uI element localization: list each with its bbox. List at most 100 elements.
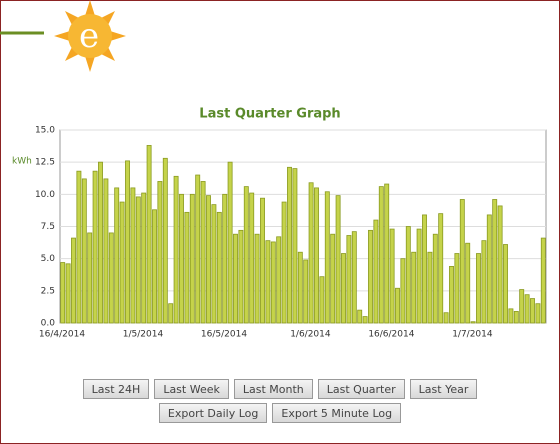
bar (130, 187, 136, 324)
bar (146, 145, 152, 324)
bar (87, 232, 93, 324)
bar (222, 193, 228, 324)
bar (184, 211, 190, 324)
bar (119, 201, 125, 324)
y-tick-label: 5.0 (41, 254, 56, 264)
bar (292, 168, 298, 324)
bar (368, 229, 373, 324)
bar (189, 193, 195, 324)
y-tick-label: 2.5 (41, 286, 55, 296)
bar (227, 161, 233, 324)
bar (395, 287, 400, 324)
bar (405, 226, 411, 324)
bar (362, 316, 368, 324)
bar (287, 166, 292, 324)
bar (324, 191, 330, 324)
button[interactable]: Export 5 Minute Log (272, 403, 402, 423)
button[interactable]: Last Week (154, 379, 229, 399)
bar (265, 240, 271, 324)
bar (454, 253, 460, 324)
x-tick-label: 1/5/2014 (123, 330, 164, 340)
bar (81, 178, 87, 324)
bar (249, 192, 255, 324)
bar (98, 161, 103, 324)
bar (200, 181, 206, 324)
x-tick-label: 1/7/2014 (452, 330, 493, 340)
range-buttons: Last 24H Last Week Last Month Last Quarter L… (0, 379, 560, 399)
bar (141, 192, 147, 324)
bar (378, 186, 384, 324)
x-tick-label: 16/4/2014 (39, 330, 85, 340)
bar (427, 251, 433, 324)
bar (335, 195, 341, 324)
bar (157, 181, 163, 324)
bar (233, 233, 238, 324)
bar (152, 209, 157, 324)
button[interactable]: Last Year (409, 379, 478, 399)
bar (524, 294, 530, 324)
button[interactable]: Last 24H (82, 379, 150, 399)
bar (108, 232, 114, 324)
bar (535, 303, 541, 324)
bar (459, 199, 465, 324)
button[interactable]: Export Daily Log (158, 403, 268, 423)
bar (114, 187, 120, 324)
bar (330, 233, 336, 324)
bar (76, 170, 82, 324)
bar (276, 236, 282, 324)
bar (503, 244, 508, 324)
bar (449, 265, 454, 324)
bar (103, 178, 109, 324)
bar (71, 237, 76, 324)
bar (125, 160, 130, 324)
bar (465, 242, 471, 324)
bar (384, 183, 390, 324)
bar (519, 289, 525, 324)
svg-text:e: e (79, 16, 99, 56)
button[interactable]: Last Quarter (317, 379, 405, 399)
bar (540, 237, 546, 324)
export-buttons: Export Daily Log Export 5 Minute Log (0, 403, 560, 423)
x-tick-label: 16/6/2014 (368, 330, 414, 340)
bar (438, 213, 444, 324)
bar (297, 251, 303, 324)
bar (411, 251, 417, 324)
bar (92, 170, 98, 324)
bar (314, 187, 319, 324)
chart-title: Last Quarter Graph (199, 107, 340, 122)
bar (195, 174, 201, 324)
x-tick-label: 1/6/2014 (290, 330, 331, 340)
bar (308, 182, 314, 324)
bar (162, 157, 168, 324)
button[interactable]: Last Month (233, 379, 313, 399)
logo: e (54, 0, 126, 72)
bar (243, 186, 249, 324)
bar (211, 204, 217, 324)
bar (319, 276, 325, 324)
bar (135, 196, 141, 324)
bar (357, 309, 363, 324)
bar (432, 233, 438, 324)
bar (216, 211, 222, 324)
bar (60, 262, 66, 324)
bar (206, 195, 211, 324)
bar (351, 231, 357, 324)
y-tick-label: 12.5 (35, 158, 55, 168)
bar (443, 312, 449, 324)
bar (270, 241, 276, 324)
bar (492, 199, 498, 324)
bar (481, 240, 487, 324)
bar (400, 258, 406, 324)
bar (422, 214, 427, 324)
y-axis-label: kWh (12, 157, 32, 167)
bar (179, 193, 184, 324)
bar (303, 259, 309, 324)
bar (341, 253, 346, 324)
bar (513, 311, 519, 324)
bar (254, 233, 260, 324)
y-tick-label: 0.0 (41, 319, 56, 329)
bar (173, 175, 179, 324)
bar (373, 219, 379, 324)
bar (389, 228, 395, 324)
bar (281, 201, 287, 324)
